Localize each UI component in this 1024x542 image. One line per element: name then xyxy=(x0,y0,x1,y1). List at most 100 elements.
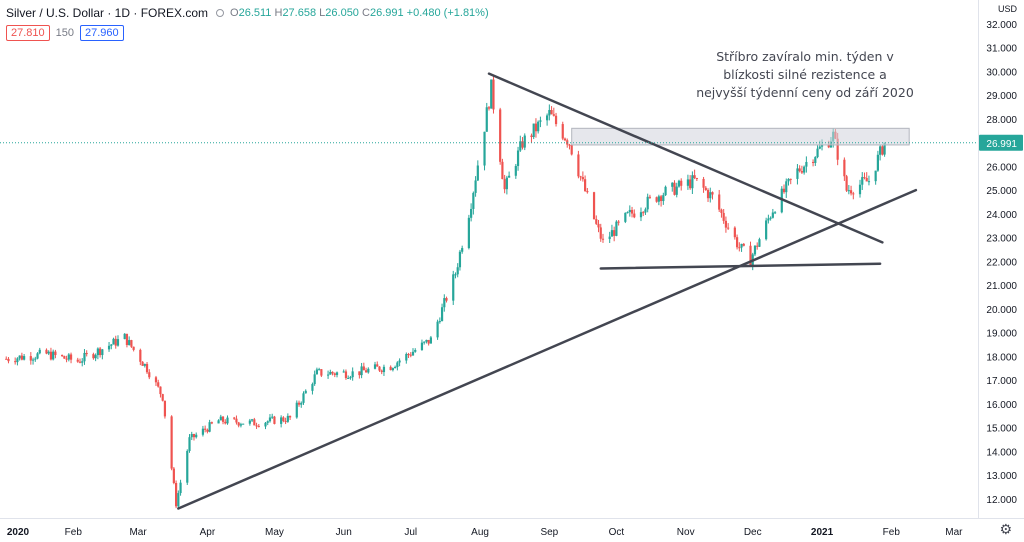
candle-body xyxy=(210,422,213,424)
x-tick-label: May xyxy=(265,527,284,538)
candle-body xyxy=(680,180,683,186)
gear-icon[interactable]: ⚙ xyxy=(999,521,1012,537)
candle-body xyxy=(107,345,111,350)
y-tick-label: 29.000 xyxy=(986,91,1017,102)
candle-body xyxy=(407,353,410,355)
candle-body xyxy=(125,333,129,345)
candle-body xyxy=(45,349,48,354)
y-tick-label: 22.000 xyxy=(986,257,1017,268)
candle-body xyxy=(767,218,770,221)
resistance-zone xyxy=(571,127,910,146)
candle-body xyxy=(14,361,17,363)
candle-body xyxy=(467,217,470,249)
candle-body xyxy=(367,368,370,373)
candle-body xyxy=(315,369,319,375)
candle-body xyxy=(664,186,667,196)
candle-body xyxy=(644,209,647,213)
symbol-title[interactable]: Silver / U.S. Dollar · 1D · FOREX.com xyxy=(6,6,209,20)
candle-body xyxy=(546,115,549,121)
candle-body xyxy=(250,419,254,421)
candle-body xyxy=(429,337,432,344)
candle-body xyxy=(288,415,292,418)
candle-body xyxy=(727,227,730,229)
candle-body xyxy=(304,390,307,394)
candle-body xyxy=(378,366,381,371)
candle-body xyxy=(237,422,240,426)
y-tick-label: 16.000 xyxy=(986,400,1017,411)
candle-body xyxy=(67,354,70,360)
candle-body xyxy=(335,372,339,375)
candle-body xyxy=(818,146,821,149)
candle-body xyxy=(20,355,23,360)
annotation-line-3: nejvyšší týdenní ceny od září 2020 xyxy=(696,85,914,100)
candle-body xyxy=(483,131,486,166)
candle-body xyxy=(351,371,354,378)
candle-body xyxy=(423,341,426,343)
candle-body xyxy=(695,178,698,180)
candle-body xyxy=(318,369,321,371)
candle-body xyxy=(671,182,674,187)
candle-body xyxy=(532,123,535,138)
candle-body xyxy=(803,166,806,173)
candle-body xyxy=(704,187,707,190)
candle-body xyxy=(161,394,164,401)
candle-body xyxy=(539,120,542,122)
x-tick-label: Mar xyxy=(129,527,147,538)
candle-body xyxy=(313,374,316,385)
ohlc-values: O26.511 H27.658 L26.050 C26.991 +0.480 (… xyxy=(230,7,489,19)
trendline xyxy=(177,188,918,510)
candle-body xyxy=(130,340,133,347)
x-tick-label: Nov xyxy=(677,527,695,538)
candle-body xyxy=(610,230,614,237)
candle-body xyxy=(845,176,848,191)
candle-body xyxy=(642,212,645,214)
high-key: H xyxy=(274,7,283,19)
candle-body xyxy=(490,79,493,109)
candle-body xyxy=(874,170,877,182)
candle-body xyxy=(626,212,629,214)
candle-body xyxy=(83,352,86,362)
y-tick-label: 17.000 xyxy=(986,376,1017,387)
candle-body xyxy=(858,184,862,195)
candle-body xyxy=(657,196,660,202)
candle-body xyxy=(201,428,205,435)
candle-body xyxy=(380,370,383,373)
candle-body xyxy=(376,364,379,367)
candle-body xyxy=(253,419,256,426)
candle-body xyxy=(273,416,276,424)
candle-body xyxy=(271,416,274,418)
candle-body xyxy=(552,114,555,116)
x-tick-label: Jun xyxy=(336,527,352,538)
y-tick-label: 13.000 xyxy=(986,471,1017,482)
candle-body xyxy=(23,356,26,360)
candle-body xyxy=(706,189,710,199)
candle-body xyxy=(577,154,580,177)
candle-body xyxy=(628,209,631,213)
candle-body xyxy=(534,123,538,132)
change-value: +0.480 (+1.81%) xyxy=(406,7,489,19)
candle-body xyxy=(159,386,162,395)
candle-body xyxy=(458,251,462,268)
spread-value: 150 xyxy=(55,27,75,39)
candle-body xyxy=(326,374,330,376)
candle-body xyxy=(816,148,819,158)
candle-body xyxy=(516,150,520,166)
candle-body xyxy=(38,349,41,354)
bid-price-button[interactable]: 27.810 xyxy=(6,25,50,41)
candle-body xyxy=(154,377,158,383)
candle-body xyxy=(615,221,618,236)
candle-body xyxy=(373,364,377,369)
price-axis xyxy=(978,0,1024,542)
candle-body xyxy=(847,190,850,192)
candle-body xyxy=(110,344,113,346)
x-tick-label: Feb xyxy=(65,527,83,538)
candle-body xyxy=(568,144,571,146)
y-tick-label: 32.000 xyxy=(986,20,1017,31)
candle-body xyxy=(436,321,439,338)
x-tick-label: Aug xyxy=(471,527,489,538)
ask-price-button[interactable]: 27.960 xyxy=(80,25,124,41)
candle-body xyxy=(724,220,728,228)
candle-body xyxy=(849,190,853,194)
text-annotation[interactable]: Stříbro zavíralo min. týden v blízkosti … xyxy=(690,48,920,102)
